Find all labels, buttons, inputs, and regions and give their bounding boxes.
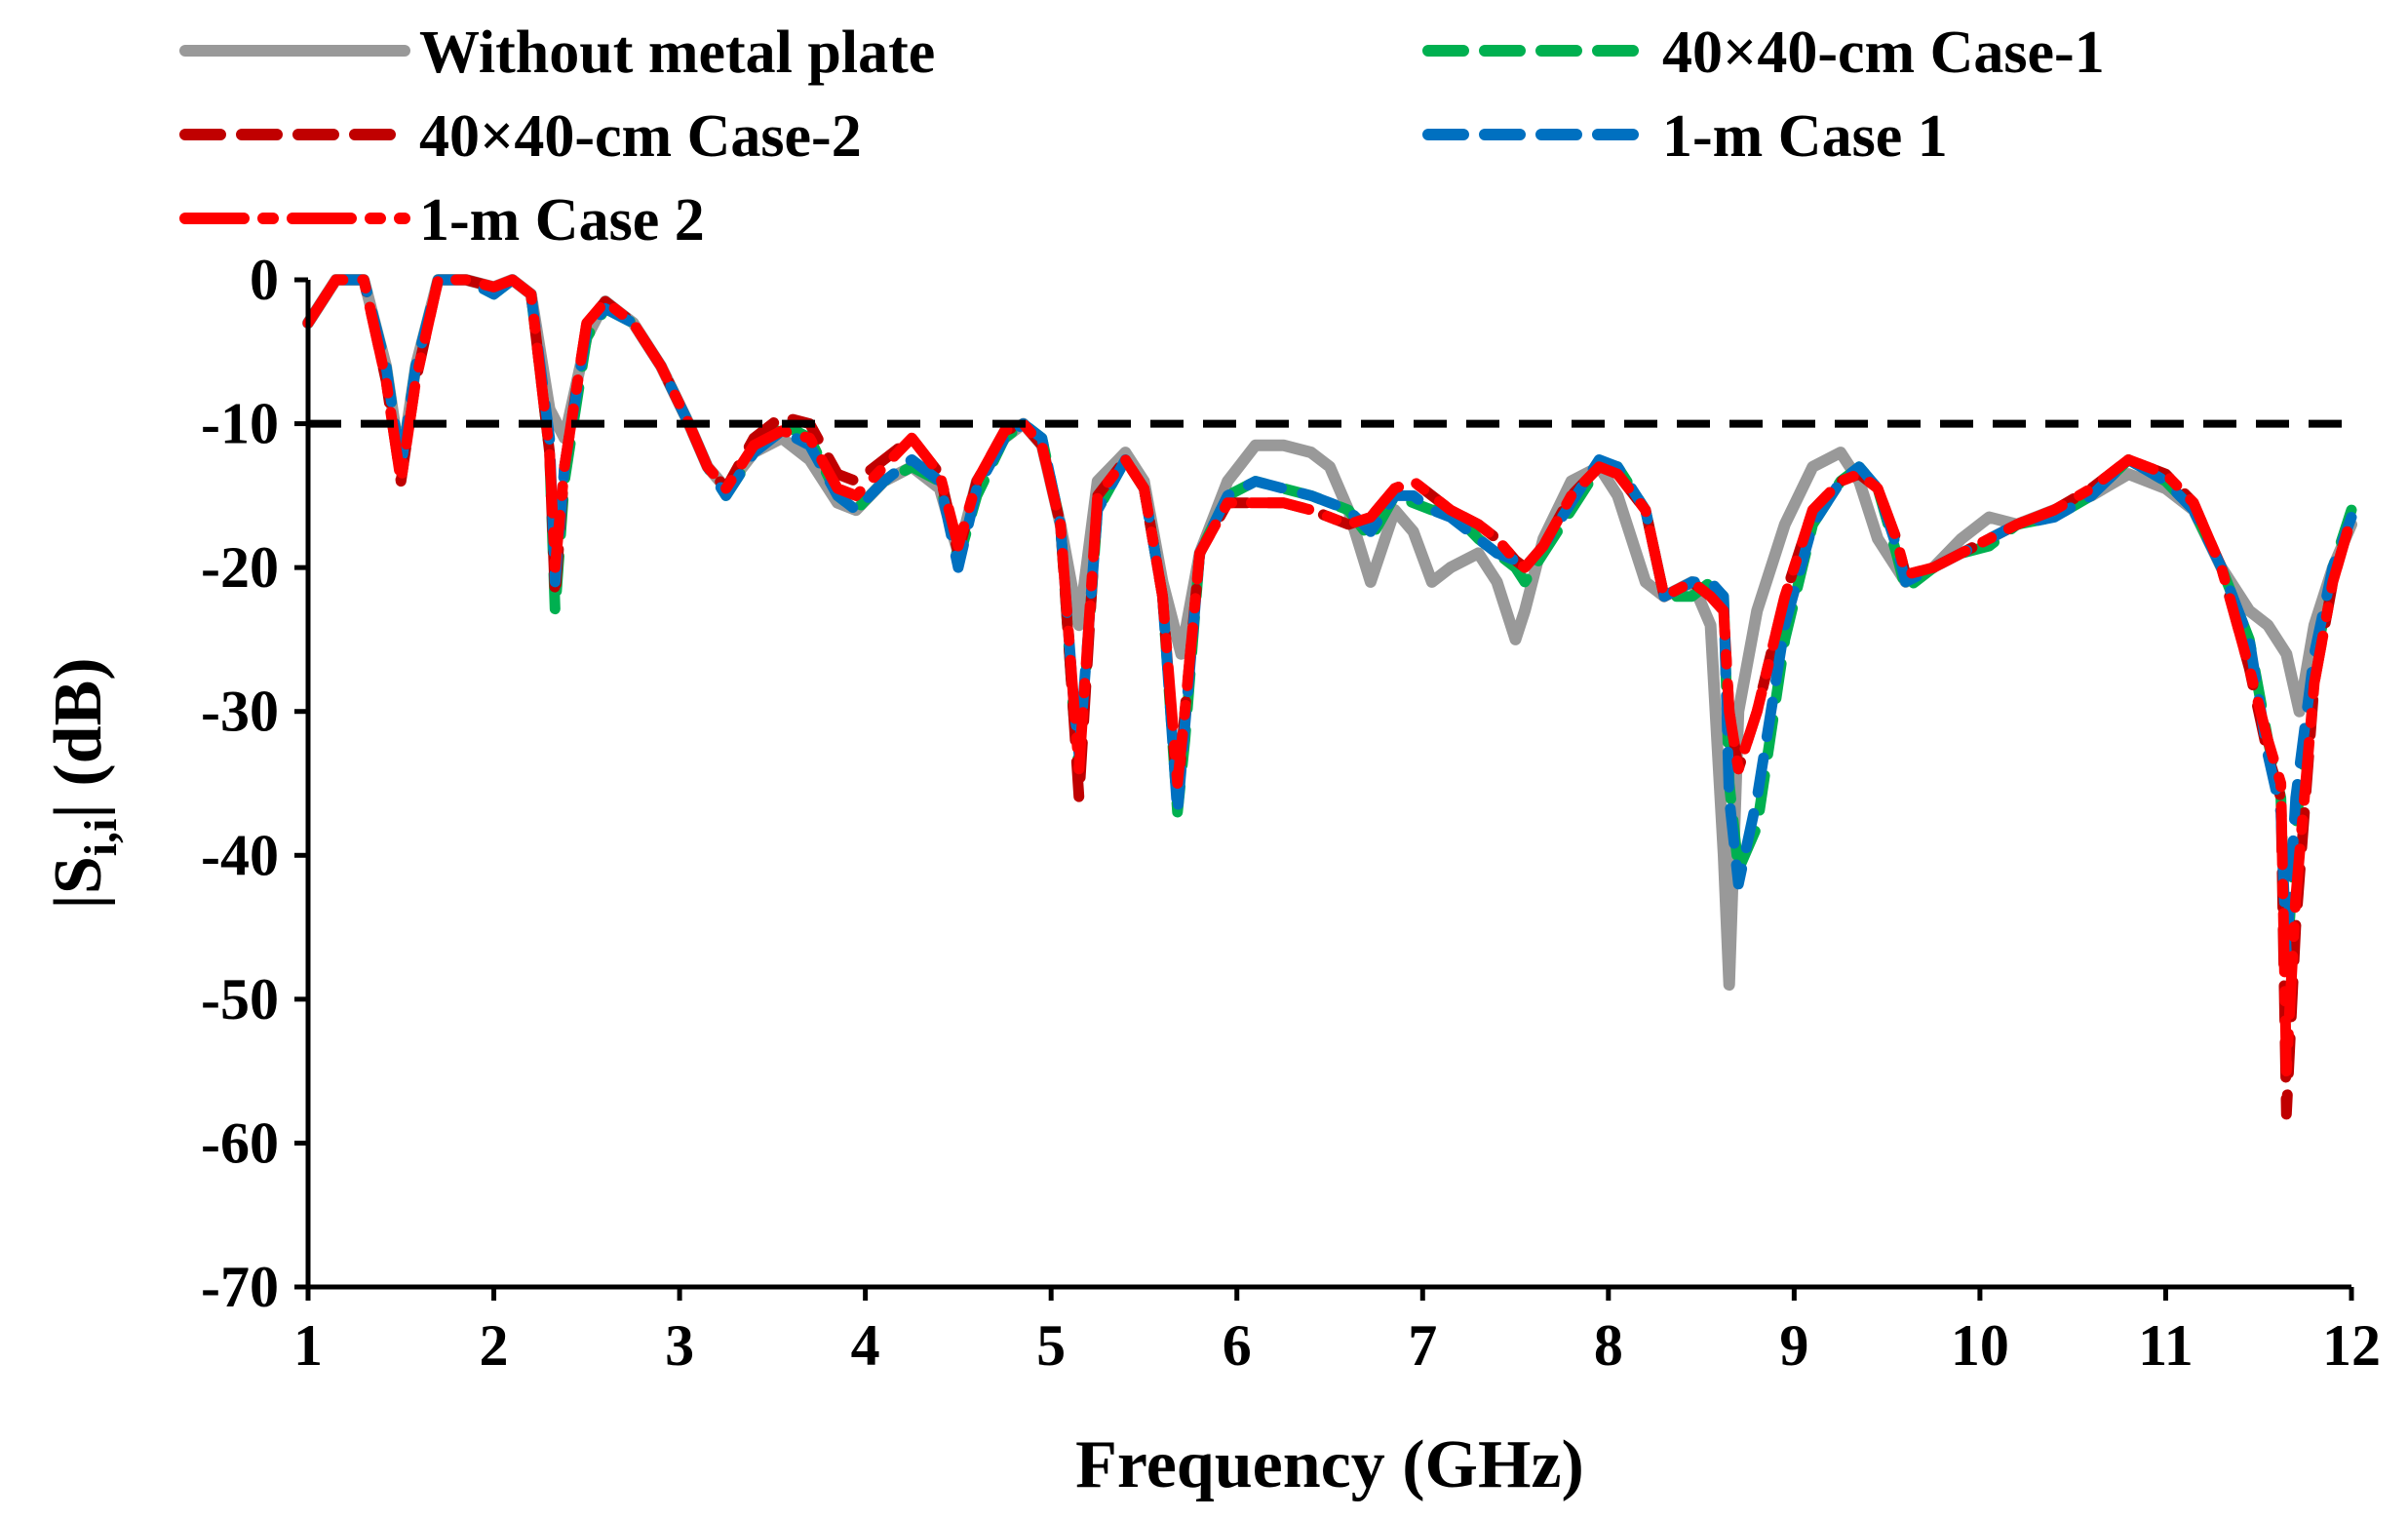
series-line-2 xyxy=(302,274,2357,976)
series-line-1 xyxy=(302,274,2357,992)
x-tick-label: 7 xyxy=(1408,1313,1437,1378)
y-tick-label: -50 xyxy=(201,967,279,1032)
y-tick-label: -20 xyxy=(201,535,279,600)
legend: Without metal plate 40×40-cm Case-1 40×40-… xyxy=(179,19,2105,253)
x-axis-title: Frequency (GHz) xyxy=(1075,1427,1584,1502)
x-tick-label: 1 xyxy=(293,1313,323,1378)
x-tick-label: 6 xyxy=(1223,1313,1252,1378)
x-tick-label: 11 xyxy=(2138,1313,2194,1378)
y-tick-label: -40 xyxy=(201,823,279,887)
tick-labels: 0-10-20-30-40-50-60-701 2 3 4 5 6 7 8 9 10 11 12 xyxy=(201,248,2381,1378)
x-tick-label: 12 xyxy=(2322,1313,2381,1378)
y-axis-title: |Si,i| (dB) xyxy=(41,657,127,909)
legend-label-2: 40×40-cm Case-1 xyxy=(1662,19,2105,86)
x-tick-label: 2 xyxy=(480,1313,509,1378)
x-tick-label: 8 xyxy=(1594,1313,1623,1378)
y-tick-label: -30 xyxy=(201,680,279,744)
x-tick-label: 3 xyxy=(665,1313,694,1378)
axis-titles: Frequency (GHz) |Si,i| (dB) xyxy=(41,657,1584,1502)
series-lines xyxy=(302,274,2357,1120)
y-tick-label: -70 xyxy=(201,1255,279,1319)
legend-label-3: 40×40-cm Case-2 xyxy=(419,103,862,170)
series-line-4 xyxy=(302,274,2357,962)
axes xyxy=(294,277,2354,1301)
y-tick-label: 0 xyxy=(250,248,279,312)
legend-label-1: Without metal plate xyxy=(419,19,935,86)
x-tick-label: 10 xyxy=(1951,1313,2009,1378)
y-tick-label: -10 xyxy=(201,392,279,456)
x-tick-label: 5 xyxy=(1036,1313,1066,1378)
series-line-5 xyxy=(302,274,2357,1077)
legend-label-4: 1-m Case 1 xyxy=(1662,103,1948,170)
x-tick-label: 4 xyxy=(851,1313,880,1378)
y-tick-label: -60 xyxy=(201,1110,279,1175)
series-line-3 xyxy=(302,274,2357,1120)
legend-label-5: 1-m Case 2 xyxy=(419,187,705,253)
x-tick-label: 9 xyxy=(1779,1313,1808,1378)
